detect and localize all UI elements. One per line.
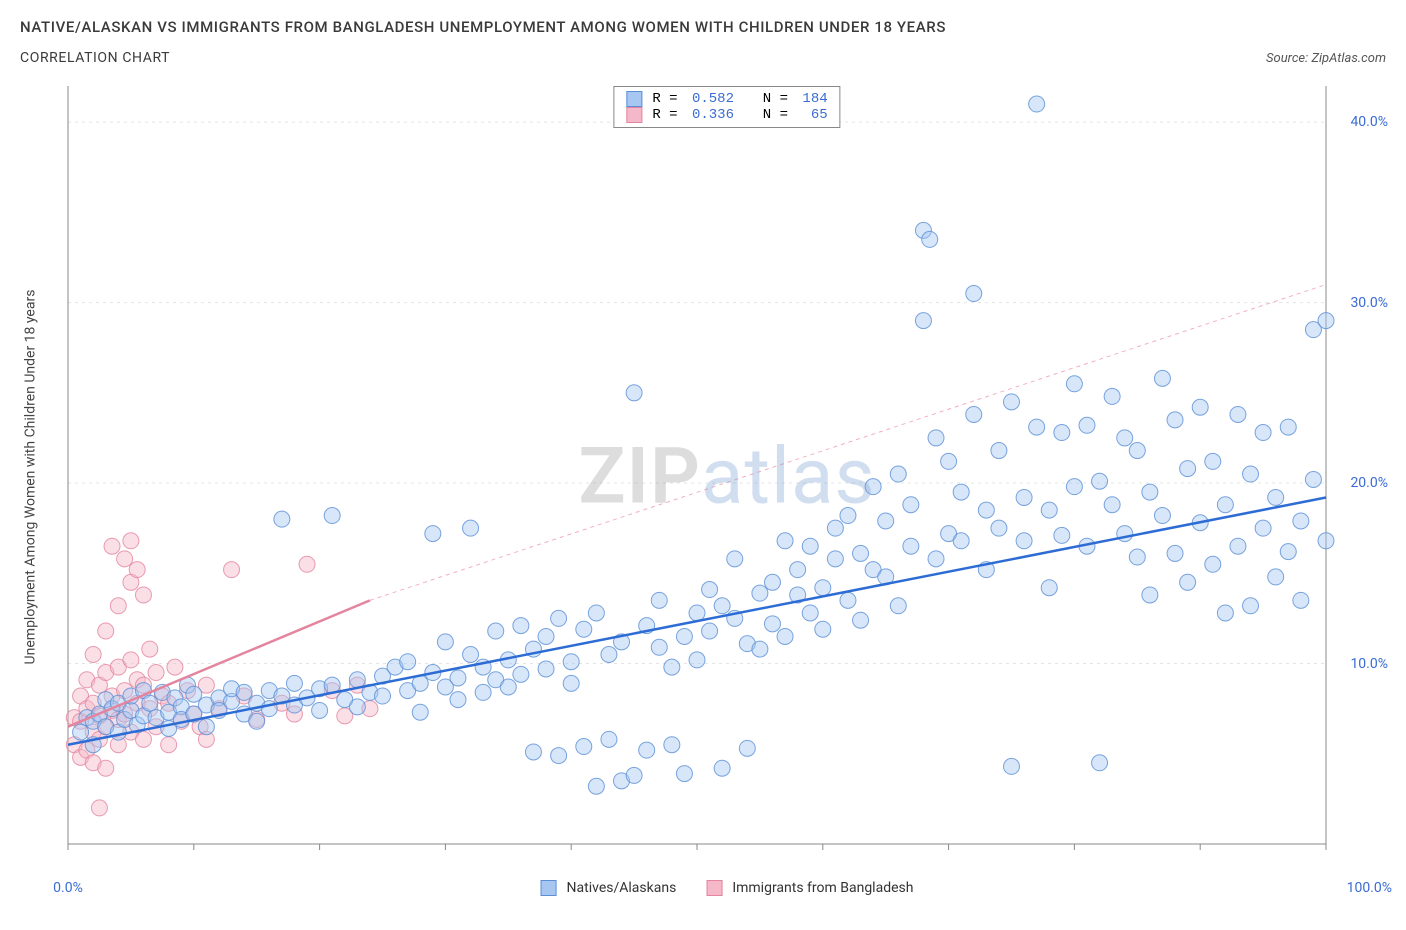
legend-item-natives: Natives/Alaskans [541, 880, 677, 896]
chart-subtitle: CORRELATION CHART [20, 50, 170, 66]
y-tick-label: 20.0% [1350, 475, 1388, 491]
series-legend: Natives/Alaskans Immigrants from Banglad… [541, 880, 914, 896]
x-axis-min-label: 0.0% [53, 880, 83, 896]
legend-row-immigrants: R = 0.336 N = 65 [626, 107, 827, 123]
legend-row-natives: R = 0.582 N = 184 [626, 91, 827, 107]
y-tick-label: 10.0% [1350, 656, 1388, 672]
y-tick-label: 30.0% [1350, 295, 1388, 311]
chart-title: NATIVE/ALASKAN VS IMMIGRANTS FROM BANGLA… [20, 18, 1386, 36]
source-attribution: Source: ZipAtlas.com [1266, 51, 1386, 66]
y-tick-label: 40.0% [1350, 114, 1388, 130]
y-axis-label: Unemployment Among Women with Children U… [22, 290, 38, 665]
swatch-pink [626, 107, 642, 123]
x-axis-max-label: 100.0% [1347, 880, 1392, 896]
legend-item-immigrants: Immigrants from Bangladesh [706, 880, 913, 896]
correlation-legend: R = 0.582 N = 184 R = 0.336 N = 65 [613, 86, 840, 128]
swatch-blue [626, 91, 642, 107]
swatch-blue [541, 880, 557, 896]
swatch-pink [706, 880, 722, 896]
scatter-plot-svg [62, 82, 1392, 872]
correlation-scatter-chart: ZIPatlas R = 0.582 N = 184 R = 0.336 N =… [62, 82, 1392, 872]
